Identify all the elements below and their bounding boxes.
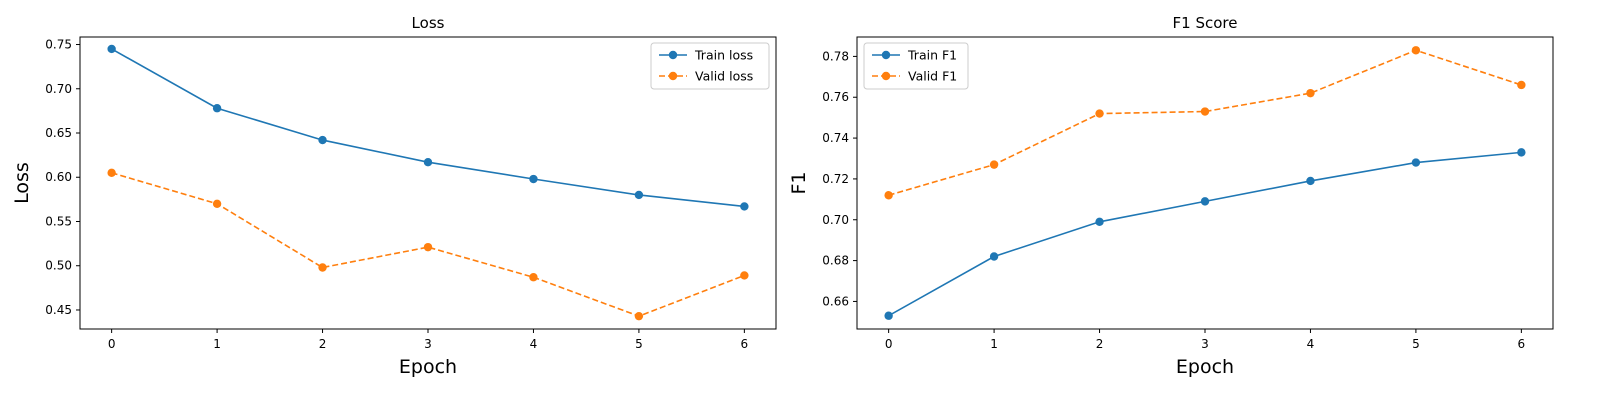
x-tick-label: 4 [1307,337,1315,351]
data-point [634,190,644,200]
data-point [1200,107,1210,116]
data-point [423,242,433,252]
data-point [634,311,644,321]
data-point [1095,109,1104,118]
y-tick-label: 0.74 [822,131,849,145]
y-tick-label: 0.78 [822,49,849,63]
data-point [529,273,538,282]
y-tick-label: 0.76 [822,90,849,104]
data-point [1517,80,1526,90]
data-point [529,174,538,184]
y-tick-label: 0.68 [822,254,849,268]
x-tick-label: 3 [424,337,432,351]
x-tick-label: 6 [741,337,749,351]
x-axis-label: Epoch [1176,356,1234,378]
y-tick-label: 0.70 [45,82,72,96]
data-point [740,202,749,211]
x-tick-label: 5 [1412,337,1420,351]
x-tick-label: 3 [1201,337,1209,351]
y-tick-label: 0.66 [822,294,849,308]
legend-marker [668,71,678,81]
data-point [1200,197,1210,206]
data-point [318,135,327,145]
x-tick-label: 4 [530,337,538,351]
y-tick-label: 0.50 [45,259,72,273]
series-line [111,48,745,208]
x-tick-label: 2 [319,337,327,351]
data-point [212,104,222,113]
x-tick-label: 0 [108,337,116,351]
legend-marker [668,50,678,60]
data-point [1095,217,1104,226]
x-tick-label: 1 [213,337,221,351]
y-axis-label: F1 [788,171,810,194]
data-point [884,311,893,320]
data-point [212,199,222,208]
y-tick-label: 0.70 [822,213,849,227]
data-point [740,271,749,280]
legend: Train F1 Valid F1 [863,42,969,90]
data-point [989,252,999,261]
series-line [888,151,1522,317]
data-point [107,44,116,54]
legend-label: Valid F1 [908,69,957,84]
f1-chart: F1 Score Epoch F1 0 1 2 3 4 5 6 0.66 0.68 0.70 0.72 0.… [788,14,1554,378]
legend-label: Train loss [694,48,753,63]
data-point [1517,148,1526,157]
plot-frame [856,36,1554,330]
data-point [1411,158,1421,167]
y-tick-label: 0.72 [822,172,849,186]
data-point [884,191,893,200]
data-point [1306,176,1315,186]
legend-label: Train F1 [907,48,957,63]
x-tick-label: 5 [635,337,643,351]
legend-marker [881,71,891,81]
x-tick-label: 2 [1096,337,1104,351]
series-line [888,49,1522,197]
y-tick-label: 0.65 [45,126,72,140]
y-tick-label: 0.75 [45,38,72,52]
legend-label: Valid loss [695,69,753,84]
chart-title: F1 Score [1173,14,1238,32]
data-point [1411,46,1421,55]
y-tick-label: 0.55 [45,214,72,228]
data-point [423,158,433,167]
chart-title: Loss [412,14,445,32]
legend: Train loss Valid loss [650,42,770,90]
y-tick-label: 0.45 [45,303,72,317]
x-tick-label: 1 [990,337,998,351]
x-axis-label: Epoch [399,356,457,378]
data-point [107,168,116,178]
data-point [1306,88,1315,98]
legend-marker [881,50,891,60]
plot-frame [79,36,777,330]
y-tick-label: 0.60 [45,170,72,184]
y-axis-label: Loss [11,162,33,204]
data-point [989,160,999,169]
data-point [318,263,327,272]
x-tick-label: 0 [885,337,893,351]
x-tick-label: 6 [1518,337,1526,351]
loss-chart: Loss Epoch Loss 0 1 2 3 4 5 6 0.45 0.50 0.55 0.60 0.65… [11,14,777,378]
